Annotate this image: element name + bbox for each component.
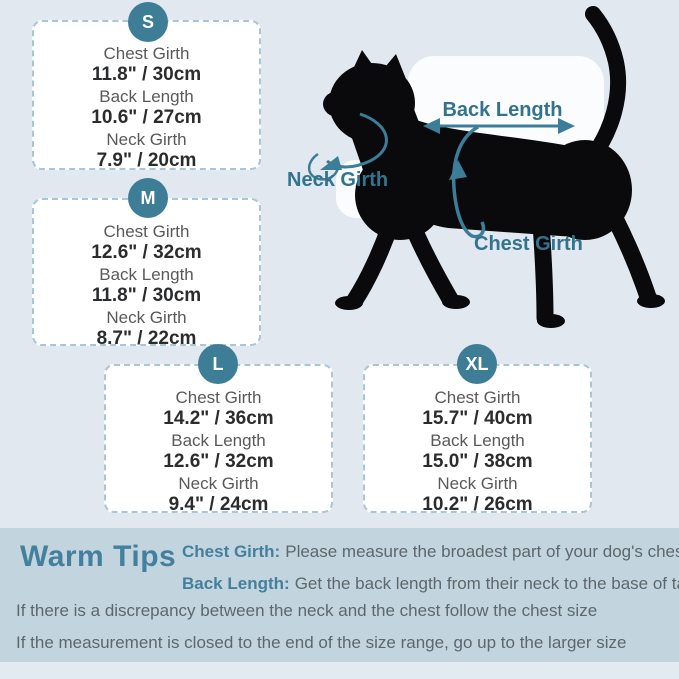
size-box-m: Chest Girth 12.6" / 32cm Back Length 11.… — [32, 198, 261, 349]
cat-diagram — [307, 6, 665, 328]
neck-girth-arrow — [307, 112, 388, 181]
warm-tips-band — [0, 528, 679, 662]
warm-tips-heading: Warm Tips — [20, 540, 177, 573]
tip-chest-girth: Chest Girth: Please measure the broadest … — [182, 542, 679, 562]
tip-text: Please measure the broadest part of your… — [285, 542, 679, 561]
tip-term: Chest Girth: — [182, 542, 281, 561]
size-badge-xl: XL — [457, 344, 497, 384]
size-row-label: Neck Girth — [437, 474, 518, 493]
size-row-label: Chest Girth — [175, 388, 262, 407]
neck-girth-label: Neck Girth — [287, 169, 389, 191]
chest-girth-label: Chest Girth — [474, 233, 583, 255]
size-row-value: 11.8" / 30cm — [91, 64, 202, 85]
size-row-value: 9.4" / 24cm — [168, 494, 269, 515]
size-row-label: Back Length — [99, 265, 194, 284]
size-row-label: Neck Girth — [178, 474, 259, 493]
size-row-label: Chest Girth — [103, 222, 190, 241]
chest-girth-arrow — [449, 125, 486, 239]
size-row-value: 10.2" / 26cm — [422, 494, 533, 515]
size-row-value: 12.6" / 32cm — [163, 451, 274, 472]
size-badge-l: L — [198, 344, 238, 384]
size-badge-m: M — [128, 178, 168, 218]
size-row-value: 12.6" / 32cm — [91, 242, 202, 263]
size-row-value: 15.7" / 40cm — [422, 408, 533, 429]
size-row-value: 10.6" / 27cm — [91, 107, 202, 128]
size-badge-s: S — [128, 2, 168, 42]
tip-note: If the measurement is closed to the end … — [16, 633, 627, 652]
size-row-label: Chest Girth — [103, 44, 190, 63]
size-row-label: Back Length — [430, 431, 525, 450]
size-row-label: Neck Girth — [106, 130, 187, 149]
back-length-arrow — [423, 118, 575, 134]
size-box-l: Chest Girth 14.2" / 36cm Back Length 12.… — [104, 364, 333, 515]
size-box-s: Chest Girth 11.8" / 30cm Back Length 10.… — [32, 20, 261, 171]
tip-note: If there is a discrepancy between the ne… — [16, 601, 598, 620]
tip-text: Get the back length from their neck to t… — [294, 574, 679, 593]
size-row-value: 7.9" / 20cm — [96, 150, 197, 171]
size-row-value: 15.0" / 38cm — [422, 451, 533, 472]
size-row-value: 14.2" / 36cm — [163, 408, 274, 429]
size-row-label: Back Length — [99, 87, 194, 106]
size-row-label: Back Length — [171, 431, 266, 450]
cat-silhouette — [323, 6, 665, 328]
back-length-label: Back Length — [442, 99, 563, 121]
size-box-xl: Chest Girth 15.7" / 40cm Back Length 15.… — [363, 364, 592, 515]
size-row-value: 8.7" / 22cm — [96, 328, 197, 349]
size-row-label: Neck Girth — [106, 308, 187, 327]
tip-term: Back Length: — [182, 574, 290, 593]
bottom-strip — [0, 662, 679, 679]
size-row-label: Chest Girth — [434, 388, 521, 407]
tip-back-length: Back Length: Get the back length from the… — [182, 574, 679, 594]
size-row-value: 11.8" / 30cm — [91, 285, 202, 306]
